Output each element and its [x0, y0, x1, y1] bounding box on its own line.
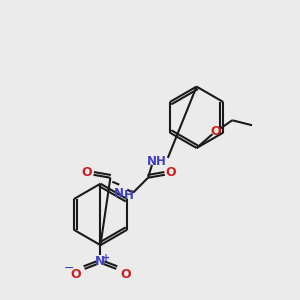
Text: −: −: [64, 262, 74, 275]
Text: N: N: [95, 256, 106, 268]
Text: H: H: [124, 189, 134, 202]
Text: O: O: [210, 125, 221, 138]
Text: O: O: [166, 166, 176, 179]
Text: NH: NH: [147, 155, 167, 168]
Text: +: +: [102, 253, 110, 263]
Text: N: N: [114, 187, 124, 200]
Text: O: O: [81, 166, 92, 179]
Text: O: O: [120, 268, 130, 281]
Text: O: O: [70, 268, 81, 281]
